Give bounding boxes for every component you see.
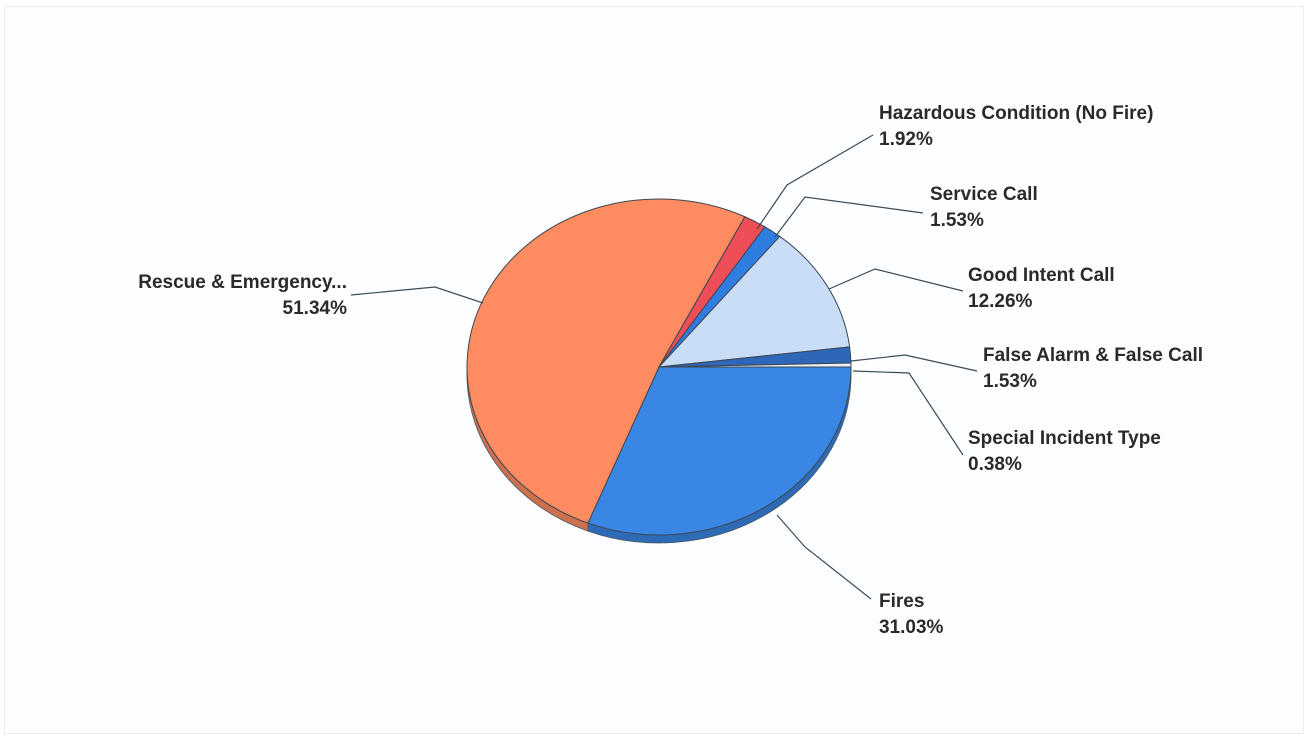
label-percent-rescue-emergency: 51.34% (283, 298, 348, 319)
pie-slice-rescue-emergency (466, 198, 746, 524)
label-percent-hazardous-condition: 1.92% (879, 129, 933, 150)
label-percent-service-call: 1.53% (930, 210, 984, 231)
label-percent-false-alarm: 1.53% (983, 371, 1037, 392)
label-percent-special-incident-type: 0.38% (968, 454, 1022, 475)
leader-line-rescue-emergency (350, 286, 484, 304)
pie-chart: Fires 31.03% Rescue & Emergency... 51.34… (138, 103, 1203, 638)
chart-frame: Fires 31.03% Rescue & Emergency... 51.34… (4, 6, 1304, 734)
leader-line-fires (776, 514, 872, 600)
label-name-rescue-emergency: Rescue & Emergency... (138, 272, 347, 293)
pie-slice-fires (587, 366, 852, 536)
leader-line-hazardous-condition (756, 134, 874, 230)
pie-slice-good-intent-call (657, 235, 851, 368)
label-percent-fires: 31.03% (879, 617, 944, 638)
leader-line-good-intent-call (828, 268, 964, 292)
label-name-fires: Fires (879, 591, 924, 612)
pie-slices (466, 198, 852, 536)
label-name-service-call: Service Call (930, 184, 1038, 205)
slice-labels: Fires 31.03% Rescue & Emergency... 51.34… (138, 103, 1203, 638)
label-name-false-alarm: False Alarm & False Call (983, 345, 1203, 366)
label-name-hazardous-condition: Hazardous Condition (No Fire) (879, 103, 1153, 124)
leader-line-false-alarm (850, 354, 978, 372)
label-name-good-intent-call: Good Intent Call (968, 265, 1115, 286)
leader-line-service-call (774, 196, 924, 238)
leader-lines (350, 134, 978, 600)
label-percent-good-intent-call: 12.26% (968, 291, 1033, 312)
label-name-special-incident-type: Special Incident Type (968, 428, 1161, 449)
leader-line-special-incident-type (852, 370, 964, 456)
pie-slice-special-incident-type (658, 362, 852, 368)
